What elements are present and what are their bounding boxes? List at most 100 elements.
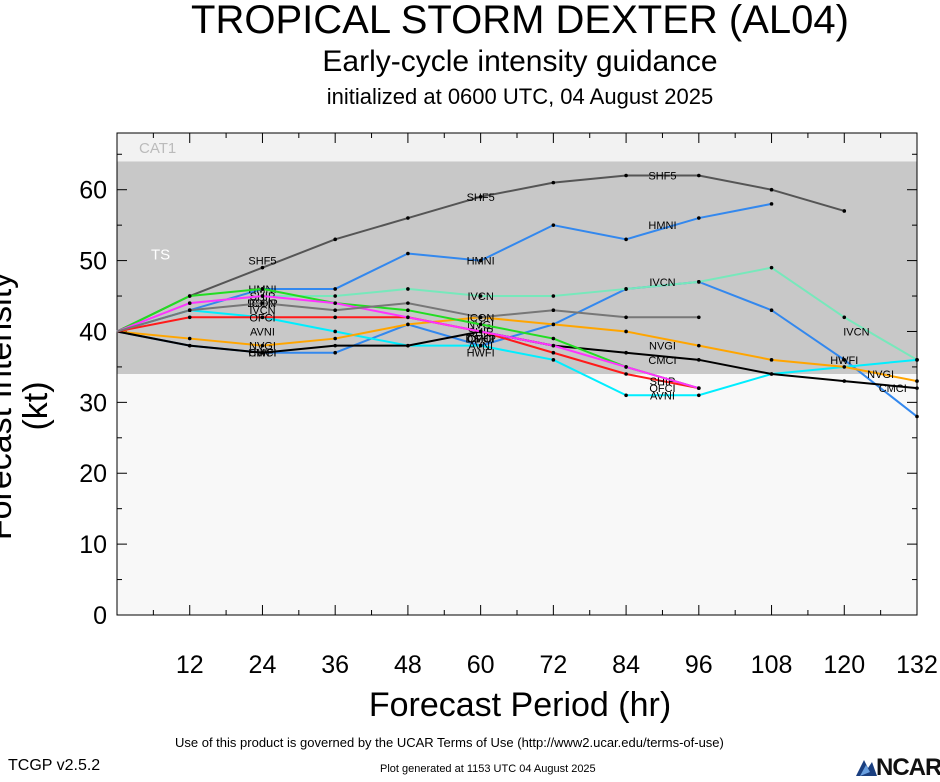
series-label-ivcn: IVCN	[467, 291, 493, 303]
data-point-icon	[406, 301, 410, 305]
x-tick-label: 48	[394, 651, 422, 679]
data-point-cmci	[187, 343, 192, 348]
data-point-ofci	[333, 315, 337, 320]
series-label-shf5: SHF5	[467, 192, 495, 204]
data-point-ivcn	[697, 280, 701, 284]
x-axis-label: Forecast Period (hr)	[368, 686, 672, 724]
data-point-cmci	[697, 358, 701, 362]
data-point-ivcn	[769, 265, 774, 270]
data-point-ofci	[624, 372, 628, 376]
data-point-hwfi	[769, 308, 774, 313]
data-point-cmci	[624, 350, 628, 355]
series-nvgi: NVGINVGINVGINVGI	[116, 315, 919, 383]
data-point-hmni	[624, 237, 628, 242]
x-tick-label: 24	[249, 651, 277, 679]
chart-subtitle: Early-cycle intensity guidance	[322, 45, 718, 78]
data-point-avni	[624, 393, 628, 398]
data-point-nvgi	[406, 322, 410, 327]
x-tick-label: 72	[539, 651, 567, 679]
data-point-ship	[551, 336, 556, 341]
data-point-shf5	[842, 209, 847, 213]
series-label-avni: AVNI	[250, 326, 275, 338]
data-point-icon	[478, 315, 483, 320]
series-label-cmci: CMCI	[467, 334, 495, 346]
data-point-icon	[624, 315, 628, 320]
data-point-shf5	[697, 173, 701, 178]
series-label-cmci: CMCI	[879, 383, 907, 395]
data-point-nvgi	[842, 365, 847, 369]
series-label-shf5: SHF5	[248, 256, 276, 268]
series-line-nvgi	[116, 316, 918, 383]
ncar-logo-text: NCAR	[876, 754, 940, 781]
data-point-dshp	[624, 365, 628, 369]
series-label-ofci: OFCI	[467, 334, 493, 346]
data-point-hwfi	[842, 358, 847, 362]
data-point-dshp	[406, 315, 410, 320]
series-label-cmci: CMCI	[248, 348, 276, 360]
data-point-nvgi	[260, 343, 265, 348]
data-point-hmni	[769, 202, 774, 206]
series-label-nvgi: NVGI	[249, 341, 276, 353]
series-label-icon: ICON	[249, 298, 277, 310]
data-point-shf5	[624, 173, 628, 178]
series-label-nvgi: NVGI	[649, 341, 676, 353]
series-icon: ICON ICON	[116, 298, 701, 333]
data-point-nvgi	[624, 329, 628, 334]
data-point-ofci	[187, 315, 192, 320]
data-point-shf5	[406, 216, 410, 220]
data-point-cmci	[260, 350, 265, 355]
series-label-ofci: OFCI	[249, 312, 275, 324]
series-label-shf5: SHF5	[648, 171, 676, 183]
data-point-icon	[260, 301, 265, 305]
data-point-ship	[406, 308, 410, 313]
data-point-hmni	[697, 216, 701, 220]
data-point-hmni	[478, 258, 483, 263]
data-point-shf5	[333, 237, 337, 242]
series-label-dshp: DSHP	[465, 334, 496, 346]
x-tick-label: 108	[751, 651, 793, 679]
data-point-shf5	[260, 265, 265, 270]
data-point-icon	[187, 308, 192, 313]
series-label-avni: AVNI	[468, 341, 493, 353]
data-point-ivcn	[624, 287, 628, 291]
y-tick-label: 30	[79, 389, 107, 417]
init-time: initialized at 0600 UTC, 04 August 2025	[326, 84, 714, 109]
data-point-dshp	[187, 301, 192, 305]
series-label-cmci: CMCI	[648, 355, 676, 367]
data-point-avni	[551, 358, 556, 362]
series-label-ivcn: IVCN	[249, 305, 275, 317]
version-label: TCGP v2.5.2	[8, 757, 101, 774]
chart-title: TROPICAL STORM DEXTER (AL04)	[191, 0, 849, 42]
data-point-hmni	[551, 223, 556, 227]
data-point-shf5	[551, 180, 556, 185]
data-point-shf5	[478, 194, 483, 199]
series-label-ivcn: IVCN	[843, 326, 869, 338]
data-point-cmci	[333, 343, 337, 348]
data-point-cmci	[842, 379, 847, 383]
data-point-nvgi	[915, 379, 919, 383]
series-avni: AVNI AVNI AVNI	[116, 308, 919, 402]
y-tick-label: 0	[93, 602, 107, 630]
x-tick-label: 132	[896, 651, 938, 679]
x-tick-label: 84	[612, 651, 640, 679]
series-label-nvgi: NVGI	[867, 369, 894, 381]
data-point-nvgi	[769, 358, 774, 362]
data-point-icon	[333, 308, 337, 313]
band-label-ts: TS	[151, 247, 170, 264]
x-tick-label: 120	[823, 651, 865, 679]
data-point-icon	[551, 308, 556, 313]
x-tick-label: 12	[176, 651, 204, 679]
data-point-dshp	[697, 386, 701, 390]
ncar-logo-icon	[856, 760, 877, 776]
data-point-ivcn	[406, 287, 410, 291]
series-label-avni: AVNI	[650, 390, 675, 402]
data-point-dshp	[333, 301, 337, 305]
data-point-hmni	[333, 287, 337, 291]
data-point-dshp	[478, 329, 483, 334]
data-point-ship	[478, 322, 483, 327]
series-shf5: SHF5 SHF5 SHF5	[116, 171, 847, 333]
data-point-avni	[478, 343, 483, 348]
x-tick-label: 60	[467, 651, 495, 679]
series-label-ivcn: IVCN	[649, 277, 675, 289]
y-tick-label: 60	[79, 177, 107, 205]
